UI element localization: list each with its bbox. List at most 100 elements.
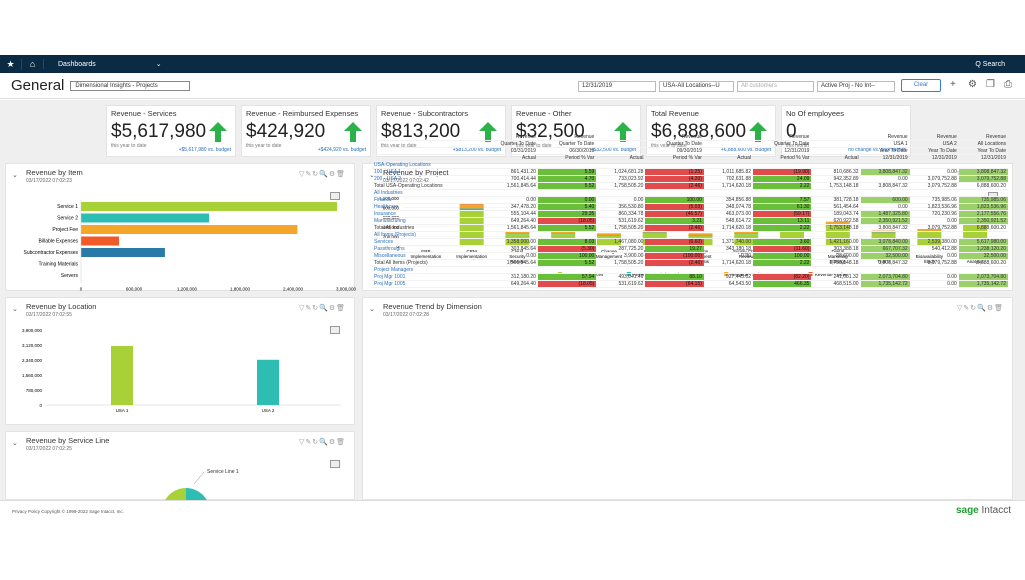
panel-tools[interactable]: ▽✎↻🔍⚙🗑 [299,305,346,312]
table-cell [753,189,812,197]
table-cell: 810,686.32 [811,168,861,176]
table-cell: 735,985.06 [909,196,959,204]
table-header-cell: Quarter To Date [479,140,538,148]
table-cell[interactable]: Project Managers [372,266,480,274]
dashboard-select[interactable]: Dimensional Insights - Projects [70,80,191,91]
chevron-down-icon: ⌄ [155,61,162,68]
table-header-row: Quarter To Date Quarter To Date Quarter To… [372,140,1008,148]
table-cell[interactable]: Healthcare [372,203,480,211]
table-header-cell: Actual [703,154,754,162]
table-cell[interactable]: 200 - USA 2 [372,175,480,183]
location-filter[interactable]: USA-All Locations--U [659,81,734,92]
kpi-label: Total Revenue [651,109,699,118]
table-header-cell: Revenue [958,134,1008,141]
add-icon[interactable]: + [950,79,956,90]
table-cell [753,161,812,169]
dashboards-menu[interactable]: Dashboards ⌄ [44,60,176,69]
table-cell[interactable]: Finance [372,196,480,204]
chevron-down-icon[interactable]: ⌄ [12,440,18,447]
panel-tools[interactable]: ▽✎↻🔍⚙🗑 [957,305,1004,312]
project-filter[interactable]: Active Proj - No Int-- [817,81,895,92]
table-cell: 1,823,536.96 [909,203,959,211]
table-cell: 5.52 [537,259,597,267]
panel-tools[interactable]: ▽✎↻🔍⚙🗑 [299,439,346,446]
chart-menu-icon[interactable] [330,460,340,468]
chevron-down-icon[interactable]: ⌄ [369,306,375,313]
table-cell[interactable]: Manufacturing [372,217,480,225]
print-icon[interactable]: ⎙ [1004,79,1012,90]
table-cell: 1,238,120.20 [958,245,1008,253]
bar [81,202,338,211]
date-filter[interactable]: 12/31/2019 [578,81,656,92]
table-cell[interactable]: Total USA-Operating Locations [372,182,480,190]
table-cell [703,231,754,239]
revenue-by-location-chart: 0 780,000 1,560,000 2,340,000 3,120,000 3,900… [22,328,341,413]
gear-icon[interactable]: ⚙ [968,79,977,90]
chart-menu-icon[interactable] [330,192,340,200]
table-cell[interactable]: Proj Mgr 1005 [372,280,480,288]
table-cell[interactable]: Passthroughs [372,245,480,253]
table-cell: 0.00 [909,273,959,281]
chevron-down-icon[interactable]: ⌄ [369,172,375,179]
table-cell[interactable]: Miscellaneous [372,252,480,260]
panel-date: 03/17/2022 07:02:23 [26,178,72,184]
chevron-down-icon[interactable]: ⌄ [12,172,18,179]
table-cell [596,161,646,169]
clear-button[interactable]: Clear [901,79,941,92]
top-nav-bar: ★ ⌂ Dashboards ⌄ Q Search [0,55,1025,73]
customer-filter[interactable]: All customers [737,81,814,92]
y-tick-label: 1,560,000 [22,373,43,378]
panel-tools[interactable]: ▽✎↻🔍⚙🗑 [299,171,346,178]
search-button[interactable]: Q Search [975,60,1005,68]
table-cell[interactable]: USA-Operating Locations [372,161,480,169]
table-header-cell: Revenue [860,134,910,141]
footer-copyright[interactable]: Privacy Policy Copyright © 1999-2022 Sag… [12,509,124,514]
table-cell [479,161,538,169]
table-cell[interactable]: 100 - USA 1 [372,168,480,176]
table-cell: 29.35 [537,210,597,218]
star-icon[interactable]: ★ [0,58,22,70]
table-cell: 0.00 [860,175,910,183]
kpi-label: Revenue - Other [516,109,572,118]
table-cell: 189,043.74 [811,210,861,218]
copy-icon[interactable]: ❐ [986,79,995,90]
arrow-up-icon [614,122,632,142]
table-cell[interactable]: All Items (Projects) [372,231,480,239]
table-cell[interactable]: Services [372,238,480,246]
table-cell: 100.00 [537,252,597,260]
chevron-down-icon[interactable]: ⌄ [12,306,18,313]
table-cell[interactable]: Total All Industries [372,224,480,232]
panel-date: 03/17/2022 07:02:25 [26,446,72,452]
revenue-by-service-line-chart [164,471,208,501]
table-cell[interactable]: Total All Items (Projects) [372,259,480,267]
kpi-revenue-services[interactable]: Revenue - Services $5,617,980 this year … [106,105,236,157]
home-icon[interactable]: ⌂ [22,59,44,69]
table-cell: 381,728.18 [811,196,861,204]
chart-menu-icon[interactable] [330,326,340,334]
kpi-revenue-reimbursed[interactable]: Revenue - Reimbursed Expenses $424,920 t… [241,105,371,157]
table-cell: 1,371,740.00 [703,238,754,246]
table-header-cell: All Locations [958,140,1008,148]
table-cell[interactable]: Insurance [372,210,480,218]
table-cell: 100.00 [753,252,812,260]
table-cell: (59.17) [753,210,812,218]
table-cell: 5.59 [537,168,597,176]
table-header-cell: 09/30/2019 [645,147,704,155]
table-cell [703,189,754,197]
table-cell[interactable]: Proj Mgr 1001 [372,273,480,281]
table-cell[interactable]: All Industries [372,189,480,197]
table-cell: 860,334.78 [596,210,646,218]
table-cell: 3,078,840.00 [860,238,910,246]
bar [111,345,133,405]
table-cell: 1,561,845.64 [479,224,538,232]
table-row: Proj Mgr 1005 649,264.40 (18.05) 531,619.62… [372,280,1008,288]
table-cell: 19.27 [645,245,704,253]
table-cell: (11.60) [753,245,812,253]
table-cell: 555,104.44 [479,210,538,218]
table-cell: 1,823,536.96 [958,203,1008,211]
kpi-value: $424,920 [246,121,326,142]
panel-title: Revenue by Location [26,302,97,311]
table-cell: 0.00 [909,168,959,176]
table-cell: 2.22 [753,259,812,267]
arrow-up-icon [344,122,362,142]
